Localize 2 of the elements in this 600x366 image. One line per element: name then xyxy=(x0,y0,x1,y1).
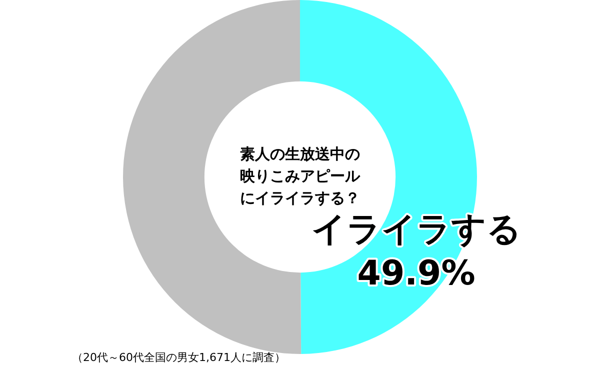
text: 素人の生放送中の映りこみアピールにイライラする？ xyxy=(240,144,361,207)
text: （20代～60代全国の男女1,671人に調査） xyxy=(72,350,286,365)
